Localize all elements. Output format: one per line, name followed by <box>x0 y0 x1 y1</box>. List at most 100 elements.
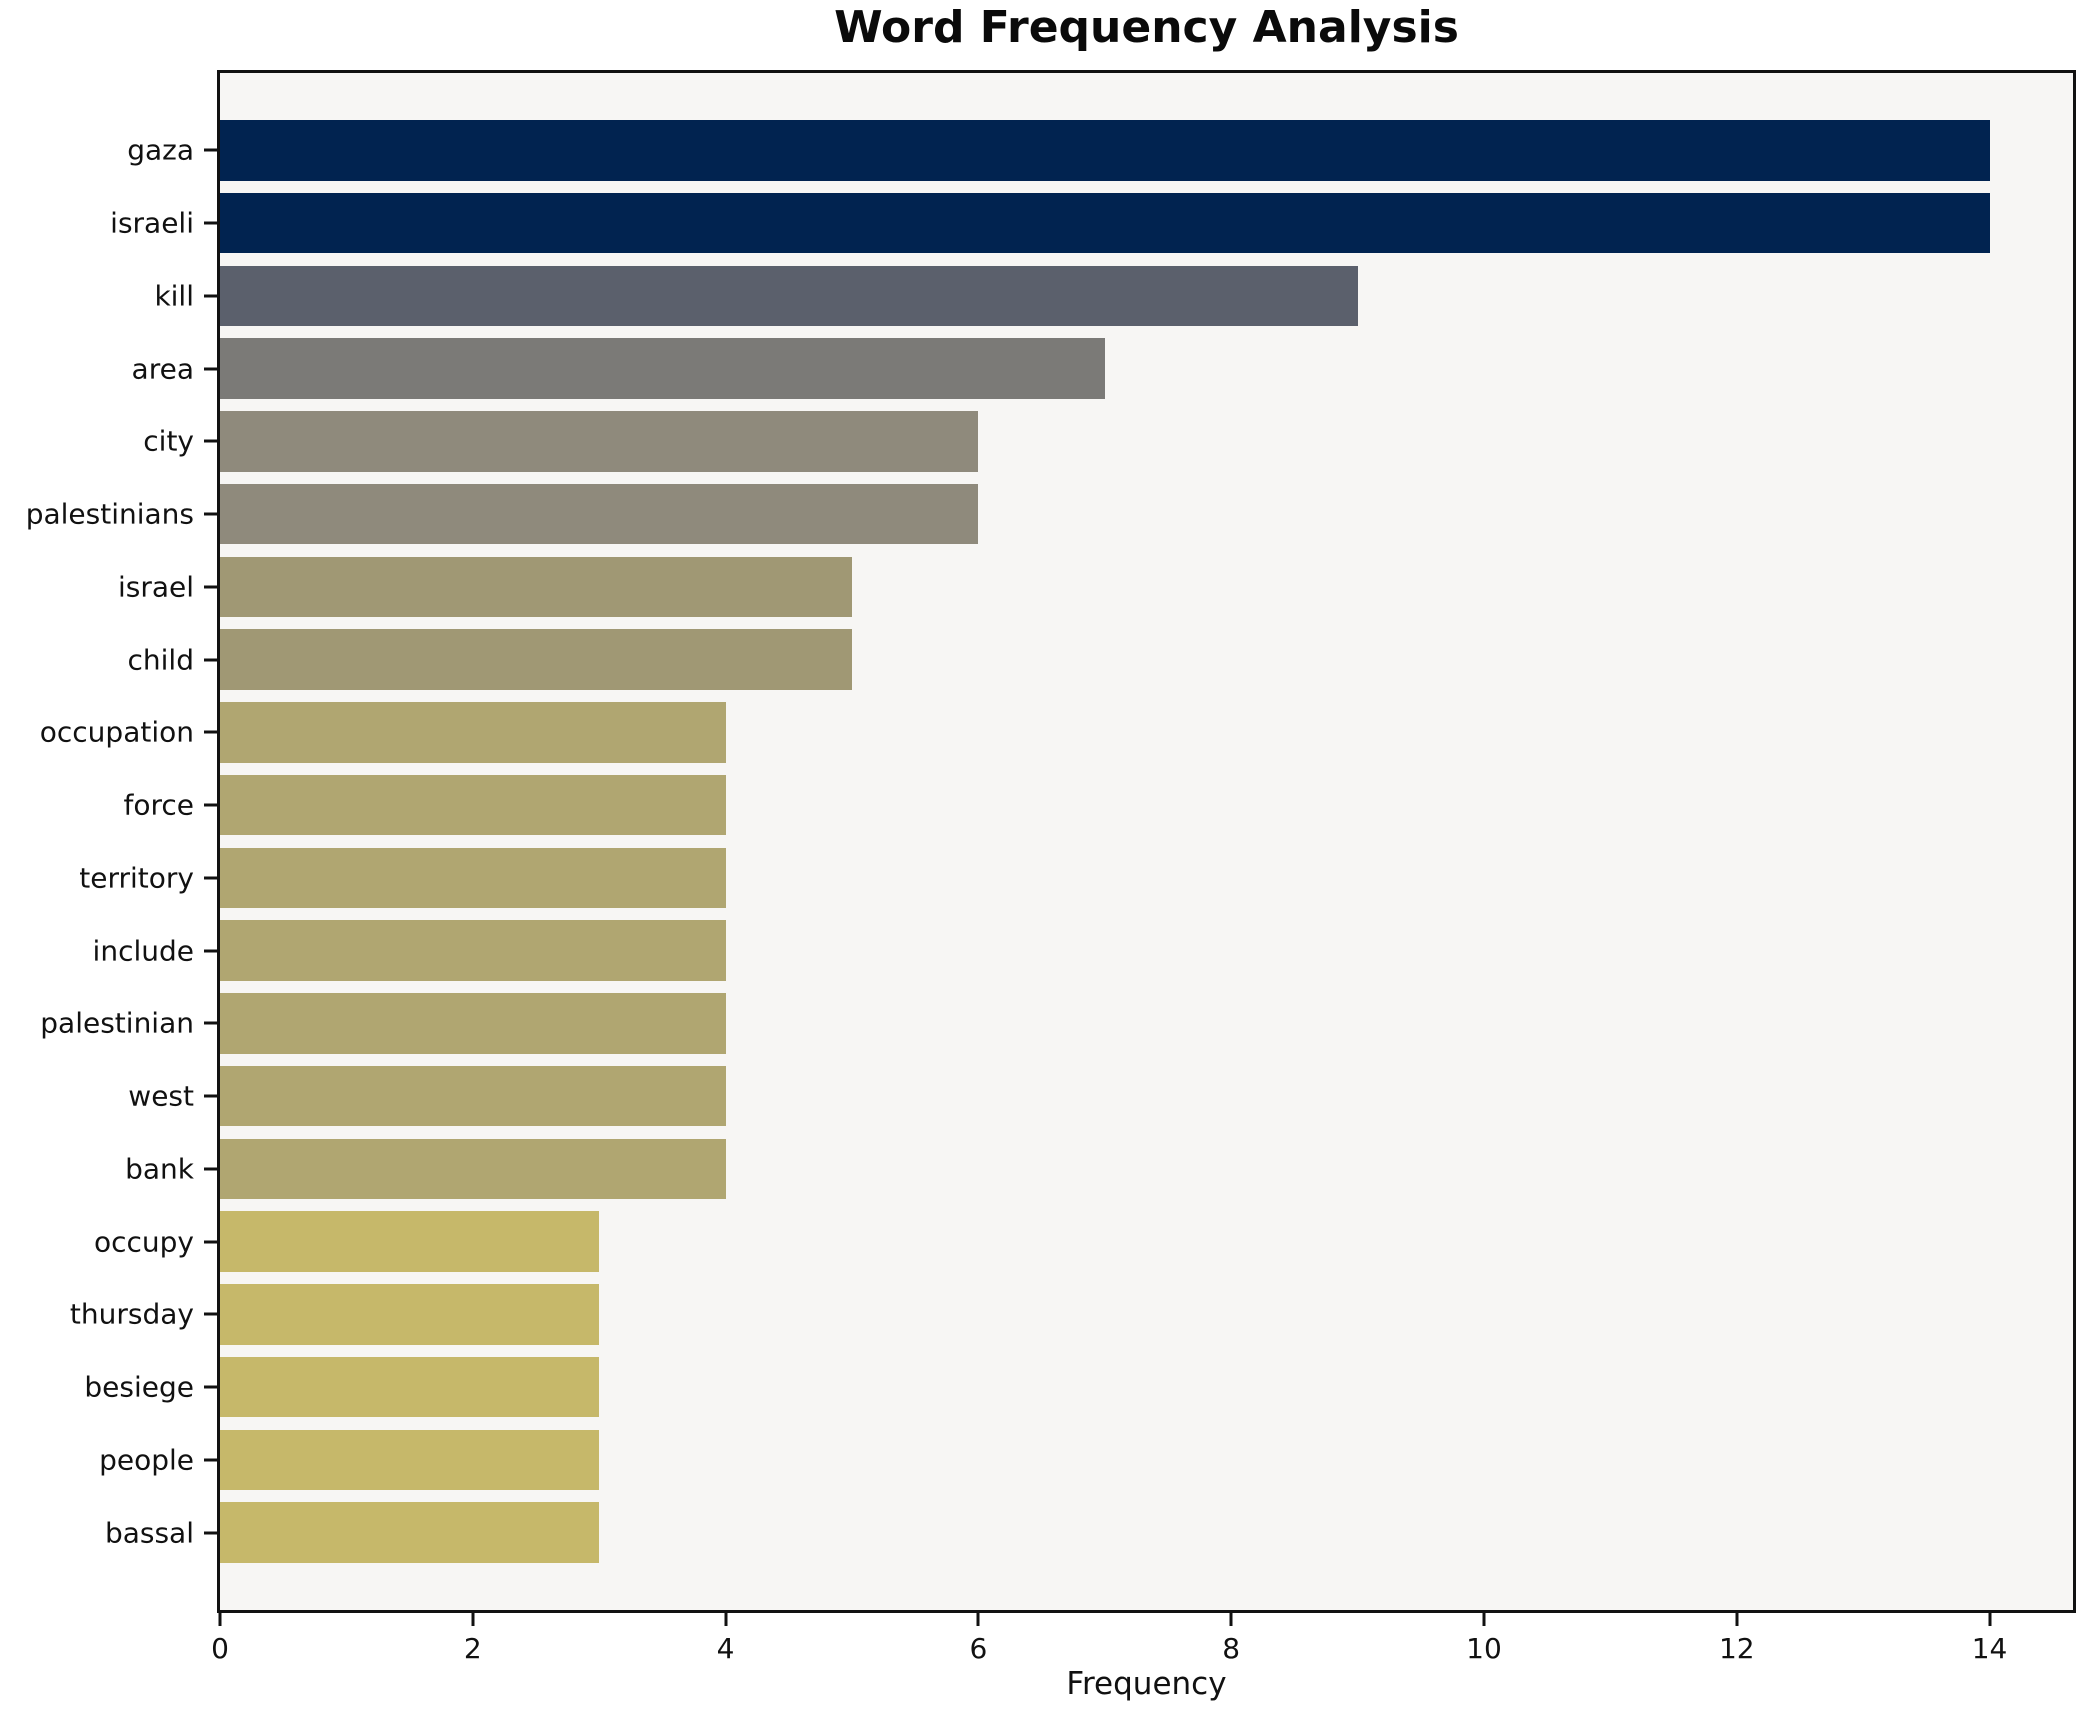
bar <box>220 411 979 472</box>
bar <box>220 556 852 618</box>
x-tick-label: 6 <box>969 1632 988 1665</box>
y-tickmark <box>204 1458 217 1462</box>
bar-row: force <box>123 769 2073 842</box>
y-tickmark <box>204 876 217 880</box>
bar <box>220 702 726 763</box>
bar-row: gaza <box>127 114 2073 187</box>
bar-row: palestinians <box>26 478 2073 551</box>
x-tickmark <box>218 1613 222 1626</box>
y-tickmark <box>204 1240 217 1244</box>
x-tick-label: 14 <box>1971 1632 2008 1665</box>
x-tick-label: 0 <box>211 1632 229 1665</box>
bar-row: people <box>99 1424 2073 1497</box>
y-axis-label: city <box>143 424 194 458</box>
x-tick-label: 2 <box>463 1632 482 1665</box>
bar <box>220 629 852 690</box>
x-axis-label: Frequency <box>1066 1666 1227 1702</box>
y-axis-label: include <box>92 934 194 968</box>
y-axis-label: occupation <box>39 715 194 749</box>
y-tickmark <box>204 1021 217 1025</box>
y-tickmark <box>204 221 217 225</box>
y-tickmark <box>204 294 217 298</box>
x-tickmark <box>1735 1613 1739 1626</box>
y-tickmark <box>204 1312 217 1316</box>
bar <box>220 483 979 545</box>
x-tickmark <box>471 1613 475 1626</box>
y-tickmark <box>204 1531 217 1535</box>
bar <box>220 1356 600 1418</box>
y-tickmark <box>204 658 217 662</box>
y-axis-label: israel <box>117 570 194 604</box>
x-tickmark <box>1229 1613 1233 1626</box>
x-tickmark <box>1988 1613 1992 1626</box>
y-axis-label: territory <box>79 861 194 895</box>
x-tickmark <box>1482 1613 1486 1626</box>
bar-row: city <box>143 405 2073 478</box>
bar-row: thursday <box>70 1278 2073 1351</box>
y-tickmark <box>204 148 217 152</box>
y-tickmark <box>204 730 217 734</box>
bars-container: gaza israeli kill area city palestinians israe… <box>26 114 2073 1569</box>
bar-row: bank <box>125 1133 2073 1206</box>
bar-row: territory <box>79 842 2073 915</box>
bar-row: israeli <box>110 187 2073 260</box>
y-tickmark <box>204 439 217 443</box>
y-tickmark <box>204 367 217 371</box>
y-axis-label: west <box>128 1079 194 1113</box>
y-tickmark <box>204 803 217 807</box>
y-axis-label: gaza <box>127 133 194 167</box>
y-axis-label: bank <box>125 1152 194 1186</box>
plot-area: gaza israeli kill area city palestinians israe… <box>26 70 2076 1665</box>
x-tick-label: 12 <box>1718 1632 1755 1665</box>
bar-row: occupy <box>94 1205 2073 1278</box>
chart-title: Word Frequency Analysis <box>834 2 1459 53</box>
y-axis-label: kill <box>154 279 194 313</box>
bar-row: palestinian <box>40 987 2073 1060</box>
bar <box>220 774 726 836</box>
y-tickmark <box>204 585 217 589</box>
bar-row: besiege <box>84 1351 2073 1424</box>
bar <box>220 1284 600 1345</box>
bar <box>220 1138 726 1200</box>
x-tick-label: 4 <box>716 1632 735 1665</box>
bar <box>220 120 1990 181</box>
x-tick-label: 8 <box>1222 1632 1241 1665</box>
bar <box>220 1502 600 1563</box>
bar-row: child <box>128 623 2073 696</box>
bar-row: bassal <box>105 1496 2073 1569</box>
bar-row: israel <box>118 551 2073 624</box>
x-tick-label: 10 <box>1466 1632 1502 1665</box>
bar <box>220 338 1105 399</box>
bar <box>220 1211 600 1272</box>
y-tickmark <box>204 1385 217 1389</box>
bar-row: occupation <box>40 696 2073 769</box>
bar-row: include <box>93 914 2073 987</box>
bar-row: area <box>132 332 2073 405</box>
y-axis-label: thursday <box>69 1297 194 1331</box>
y-tickmark <box>204 949 217 953</box>
y-axis-label: occupy <box>93 1225 194 1259</box>
y-axis-label: force <box>123 788 194 822</box>
bar <box>220 847 726 909</box>
y-tickmark <box>204 1167 217 1171</box>
bar-row: kill <box>154 260 2073 333</box>
y-axis-label: child <box>127 643 194 677</box>
y-axis-label: palestinians <box>25 497 194 531</box>
y-axis-label: people <box>99 1443 194 1477</box>
bar <box>220 993 726 1054</box>
bar <box>220 265 1358 327</box>
y-axis-label: israeli <box>110 206 194 240</box>
y-axis-label: besiege <box>84 1370 194 1404</box>
y-tickmark <box>204 512 217 516</box>
x-tickmark <box>724 1613 728 1626</box>
x-tickmark <box>976 1613 980 1626</box>
bar-row: west <box>128 1060 2073 1133</box>
bar <box>220 192 1990 254</box>
y-tickmark <box>204 1094 217 1098</box>
y-axis-label: bassal <box>104 1516 194 1550</box>
bar <box>220 920 726 981</box>
y-axis-label: area <box>131 352 194 386</box>
y-axis-label: palestinian <box>40 1006 194 1040</box>
bar <box>220 1065 726 1127</box>
